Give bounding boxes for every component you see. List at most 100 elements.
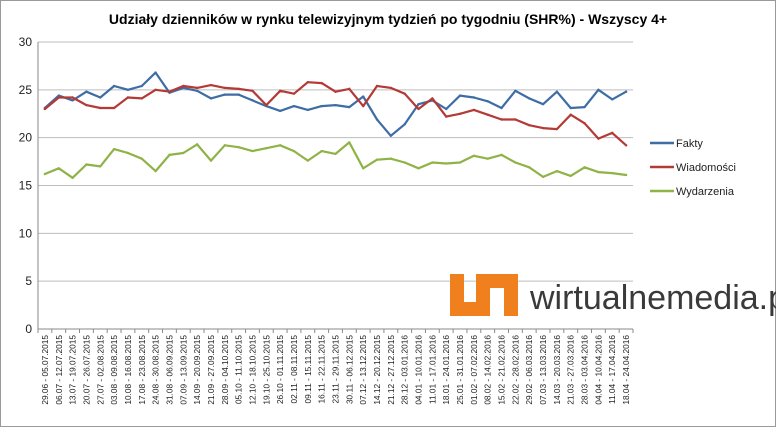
data-point — [597, 88, 600, 92]
legend-label: Wydarzenia — [676, 186, 735, 198]
y-tick-label: 5 — [25, 274, 32, 288]
data-point — [140, 157, 143, 160]
x-tick-label: 18.04 - 24.04.2016 — [621, 335, 631, 405]
data-point — [306, 159, 310, 162]
data-point — [154, 71, 157, 74]
data-point — [417, 167, 420, 170]
x-tick-label: 01.02 - 07.02.2016 — [469, 335, 479, 405]
x-tick-label: 31.08 - 06.09.2015 — [164, 335, 174, 405]
data-point — [348, 87, 351, 91]
data-point — [624, 144, 628, 147]
data-point — [85, 103, 88, 107]
data-point — [569, 174, 572, 178]
data-point — [555, 90, 559, 93]
data-point — [71, 96, 74, 99]
data-point — [99, 165, 102, 168]
data-point — [85, 163, 88, 166]
x-tick-label: 13.07 - 19.07.2015 — [68, 335, 78, 405]
x-tick-label: 07.09 - 13.09.2015 — [178, 335, 188, 405]
y-tick-label: 20 — [19, 131, 33, 145]
data-point — [112, 84, 116, 88]
data-point — [403, 123, 406, 126]
data-point — [541, 126, 545, 130]
data-point — [361, 104, 365, 108]
y-axis: 0 5 10 15 20 25 30 — [19, 35, 39, 336]
data-point — [611, 171, 614, 175]
data-point — [403, 161, 406, 164]
x-tick-label: 29.06 - 05.07.2015 — [40, 335, 50, 405]
data-point — [611, 98, 614, 101]
data-point — [292, 104, 296, 108]
data-point — [389, 157, 393, 160]
y-tick-label: 25 — [19, 83, 33, 97]
y-tick-label: 0 — [25, 322, 32, 336]
x-tick-label: 16.11 - 22.11.2015 — [317, 335, 327, 404]
data-point — [528, 166, 531, 169]
data-point — [182, 151, 185, 155]
data-point — [126, 151, 130, 155]
data-point — [195, 89, 199, 92]
data-point — [209, 83, 213, 87]
x-tick-label: 27.07 - 02.08.2015 — [95, 335, 105, 405]
chart-title: Udziały dzienników w rynku telewizyjnym … — [109, 11, 667, 27]
data-point — [126, 88, 130, 92]
data-point — [334, 90, 337, 93]
x-tick-label: 21.12 - 27.12.2015 — [386, 335, 396, 405]
data-point — [71, 176, 74, 180]
data-point — [431, 161, 434, 164]
data-point — [237, 146, 240, 149]
x-tick-label: 28.03 - 03.04.2016 — [580, 335, 590, 405]
y-tick-label: 15 — [19, 179, 33, 193]
data-point — [375, 158, 379, 161]
data-point — [223, 93, 227, 96]
x-tick-label: 15.02 - 21.02.2016 — [497, 335, 507, 405]
watermark: wirtualnemedia.pl — [450, 274, 776, 317]
data-point — [168, 90, 171, 93]
data-point — [265, 146, 268, 150]
x-tick-label: 11.01 - 17.01.2016 — [427, 335, 437, 404]
data-point — [306, 108, 310, 112]
data-point — [361, 95, 365, 98]
data-point — [71, 99, 74, 102]
data-point — [278, 144, 282, 147]
data-point — [514, 89, 517, 92]
series-wydarzenia — [43, 141, 628, 180]
data-point — [112, 147, 116, 151]
data-point — [278, 109, 282, 113]
x-tick-label: 07.12 - 13.12.2015 — [358, 335, 368, 405]
x-tick-label: 24.08 - 30.08.2015 — [151, 335, 161, 405]
y-tick-label: 30 — [19, 35, 33, 49]
data-point — [500, 118, 503, 121]
data-point — [154, 169, 157, 173]
data-point — [195, 86, 199, 90]
legend-item: Wydarzenia — [650, 186, 735, 198]
data-point — [611, 131, 614, 135]
data-point — [182, 84, 185, 88]
data-point — [444, 115, 448, 118]
data-point — [555, 169, 559, 173]
data-point — [541, 102, 545, 106]
data-point — [154, 88, 157, 92]
x-tick-label: 30.11 - 06.12.2015 — [344, 335, 354, 404]
x-tick-label: 14.12 - 20.12.2015 — [372, 335, 382, 405]
data-point — [140, 97, 143, 100]
data-point — [43, 107, 47, 111]
data-point — [569, 106, 572, 110]
data-point — [583, 122, 586, 125]
data-point — [223, 86, 227, 90]
series-layer — [43, 71, 628, 180]
data-point — [431, 97, 434, 100]
data-point — [569, 113, 572, 116]
data-point — [43, 172, 47, 176]
x-tick-label: 04.04 - 10.04.2016 — [593, 335, 603, 405]
data-point — [57, 167, 60, 170]
data-point — [444, 107, 448, 111]
data-point — [209, 159, 213, 162]
data-point — [334, 103, 337, 107]
data-point — [251, 89, 254, 92]
x-tick-label: 21.09 - 27.09.2015 — [206, 335, 216, 405]
data-point — [583, 166, 586, 169]
data-point — [417, 107, 420, 111]
data-point — [348, 141, 351, 144]
